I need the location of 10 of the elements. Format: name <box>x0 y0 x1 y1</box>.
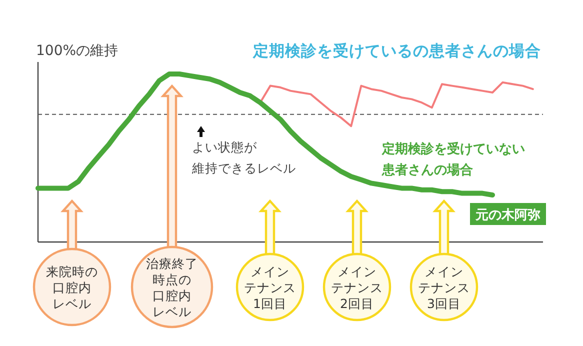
annotation: 元の木阿弥 <box>474 208 540 223</box>
text: メインテナンス1回目 <box>244 264 296 311</box>
text: メインテナンス3回目 <box>418 264 470 311</box>
text: メインテナンス2回目 <box>331 264 383 311</box>
ref-line-label: よい状態が維持できるレベル <box>191 139 296 176</box>
y-axis-title: 100%の維持 <box>36 43 118 59</box>
text: 治療終了時点の口腔内レベル <box>146 256 198 319</box>
text: 来院時の口腔内レベル <box>46 264 98 311</box>
series-label: 定期検診を受けているの患者さんの場合 <box>252 42 541 60</box>
series-label: 定期検診を受けていない患者さんの場合 <box>381 141 525 178</box>
